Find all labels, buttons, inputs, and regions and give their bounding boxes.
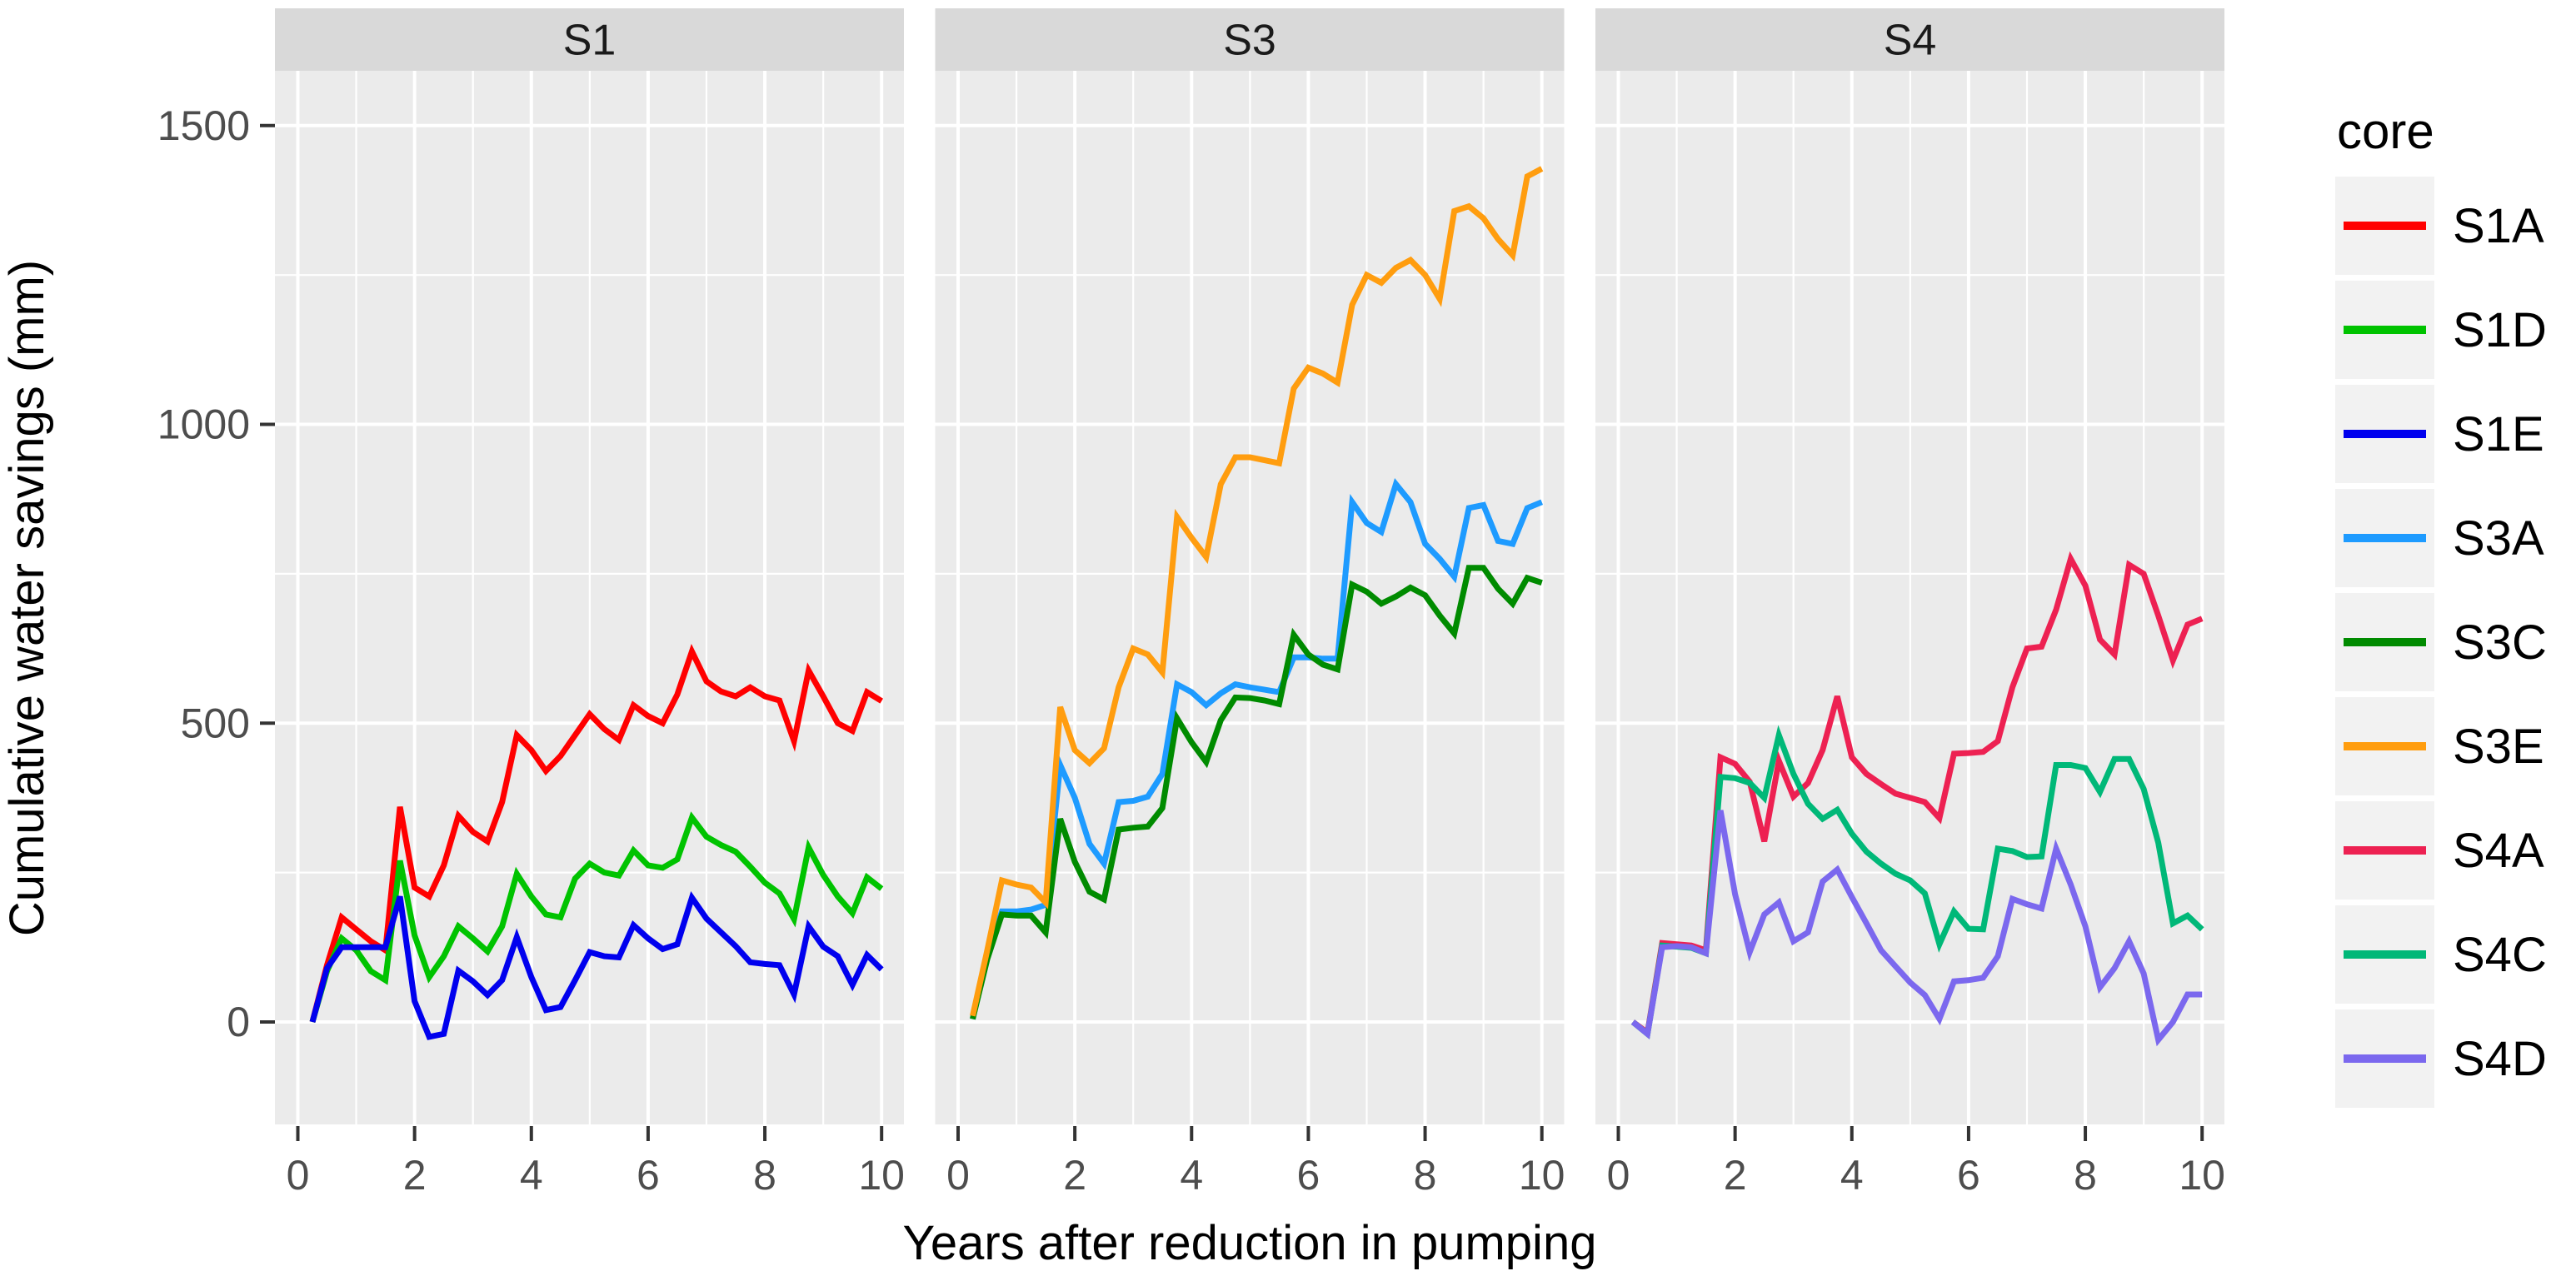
y-tick-label: 500 (181, 700, 250, 746)
legend-item-label: S1A (2453, 199, 2544, 253)
x-tick-label: 6 (637, 1152, 660, 1199)
series-line-S4C (1630, 725, 2204, 1039)
x-tick-label: 2 (1724, 1152, 1747, 1199)
y-tick-label: 1500 (157, 102, 250, 149)
series-line-S1A (309, 644, 884, 1023)
x-tick-label: 0 (287, 1152, 310, 1199)
legend: core S1A S1D S1E S3A S3C S3E S4A S4C S4D (2335, 103, 2547, 1108)
facet-strip-label: S1 (563, 17, 617, 65)
y-axis-title: Cumulative water savings (mm) (0, 260, 54, 936)
x-tick-label: 0 (946, 1152, 970, 1199)
series-line-S3C (970, 565, 1543, 1020)
x-tick-label: 4 (1840, 1152, 1864, 1199)
x-tick-label: 4 (520, 1152, 543, 1199)
legend-item-label: S3A (2453, 511, 2544, 566)
panel-layer: S1 S3 S4 (275, 8, 2224, 1124)
facet-strip-label: S4 (1884, 17, 1937, 65)
facet-strip (1595, 8, 2224, 71)
facet-strip (935, 8, 1565, 71)
legend-item-label: S1D (2453, 303, 2547, 357)
x-tick-label: 4 (1180, 1152, 1203, 1199)
series-line-S1D (309, 811, 884, 1023)
axis-layer: 0 2 4 6 8 10 0 2 4 6 8 10 0 2 4 6 8 10 0 500 1000 1500 (157, 102, 2225, 1199)
legend-item-label: S3E (2453, 720, 2544, 774)
legend-item-label: S1E (2453, 407, 2544, 461)
series-line-S3A (970, 477, 1544, 1020)
series-line-S4A (1630, 551, 2204, 1039)
series-layer (309, 166, 2204, 1047)
x-axis-title: Years after reduction in pumping (903, 1216, 1597, 1270)
x-tick-label: 2 (1063, 1152, 1086, 1199)
legend-item-label: S3C (2453, 616, 2547, 670)
legend-item-label: S4A (2453, 824, 2544, 878)
facet-strip (275, 8, 904, 71)
y-tick-label: 1000 (157, 401, 250, 448)
x-tick-label: 6 (1957, 1152, 1980, 1199)
x-tick-label: 8 (1414, 1152, 1437, 1199)
x-tick-label: 10 (2179, 1152, 2225, 1199)
legend-title: core (2337, 103, 2434, 159)
legend-item-label: S4D (2453, 1032, 2547, 1086)
x-tick-label: 10 (1519, 1152, 1565, 1199)
series-line-S4D (1630, 810, 2203, 1047)
x-tick-label: 6 (1297, 1152, 1320, 1199)
x-tick-label: 0 (1607, 1152, 1630, 1199)
legend-item-label: S4C (2453, 928, 2547, 982)
x-tick-label: 10 (858, 1152, 905, 1199)
y-tick-label: 0 (227, 999, 250, 1045)
series-line-S3E (970, 166, 1544, 1017)
facet-strip-label: S3 (1223, 17, 1276, 65)
series-line-S1E (309, 890, 884, 1040)
x-tick-label: 8 (2074, 1152, 2097, 1199)
x-tick-label: 8 (753, 1152, 776, 1199)
x-tick-label: 2 (403, 1152, 427, 1199)
